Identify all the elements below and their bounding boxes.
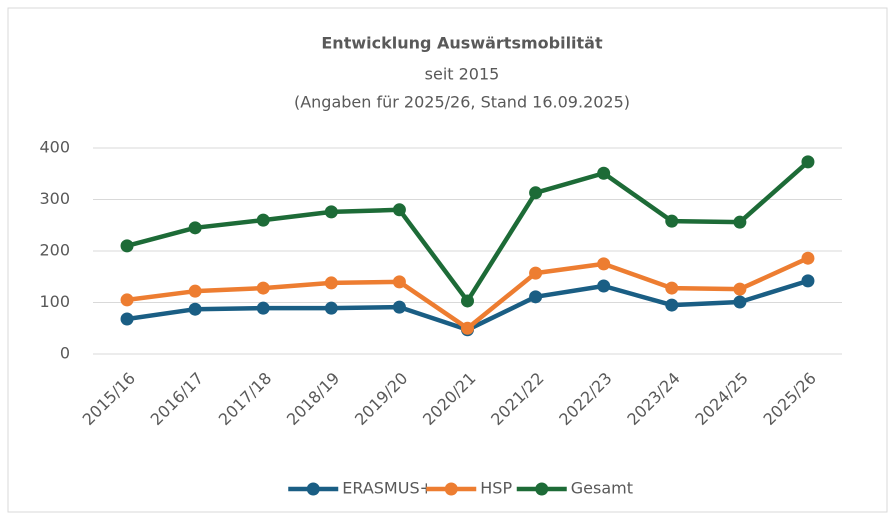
data-point [665, 298, 679, 312]
data-point [188, 221, 202, 235]
data-point [733, 215, 747, 229]
chart-subtitle: (Angaben für 2025/26, Stand 16.09.2025) [294, 93, 630, 112]
legend-label: Gesamt [571, 479, 633, 498]
data-point [733, 295, 747, 309]
data-point [461, 294, 474, 308]
data-point [529, 290, 543, 304]
data-point [801, 155, 815, 169]
data-point [529, 266, 543, 280]
data-point [597, 257, 611, 271]
data-point [324, 205, 338, 219]
y-tick-label: 0 [60, 344, 70, 363]
chart-subtitle: seit 2015 [425, 65, 500, 84]
y-tick-label: 300 [39, 189, 70, 208]
data-point [733, 282, 747, 296]
data-point [801, 274, 815, 288]
data-point [324, 276, 338, 290]
legend-label: ERASMUS+ [342, 479, 433, 498]
data-point [665, 214, 679, 228]
data-point [665, 281, 679, 295]
data-point [324, 301, 338, 315]
legend-marker [444, 482, 458, 496]
data-point [120, 239, 134, 253]
data-point [256, 281, 270, 295]
data-point [392, 203, 406, 217]
data-point [392, 300, 406, 314]
data-point [529, 186, 543, 200]
legend-label: HSP [480, 479, 512, 498]
data-point [188, 302, 202, 316]
y-tick-label: 200 [39, 241, 70, 260]
data-point [188, 284, 202, 298]
data-point [120, 312, 134, 326]
data-point [597, 166, 611, 180]
legend-marker [306, 482, 320, 496]
y-tick-label: 400 [39, 138, 70, 157]
data-point [120, 293, 134, 307]
chart-title: Entwicklung Auswärtsmobilität [321, 34, 603, 53]
data-point [461, 321, 474, 335]
data-point [392, 275, 406, 289]
data-point [256, 213, 270, 227]
legend-marker [535, 482, 549, 496]
data-point [597, 279, 611, 293]
data-point [801, 251, 815, 265]
chart-border [7, 7, 888, 513]
data-point [256, 301, 270, 315]
y-tick-label: 100 [39, 292, 70, 311]
